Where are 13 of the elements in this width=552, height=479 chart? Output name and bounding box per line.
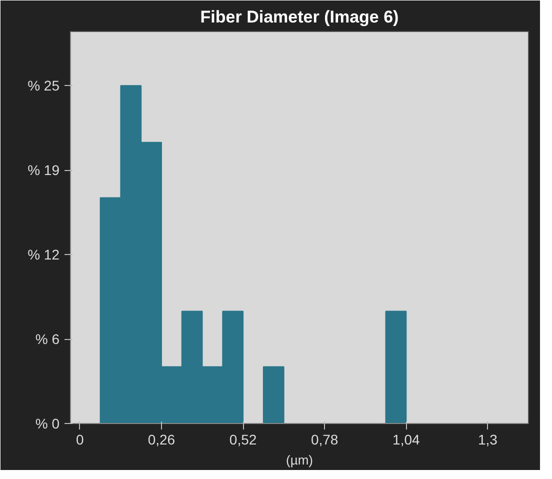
y-tick-label: % 6 bbox=[35, 331, 60, 348]
x-tick-label: 1,3 bbox=[478, 432, 498, 448]
x-axis-title: (µm) bbox=[286, 452, 313, 468]
x-tick-label: 0,26 bbox=[148, 432, 176, 448]
chart-title: Fiber Diameter (Image 6) bbox=[200, 8, 399, 26]
y-tick-label: % 0 bbox=[35, 416, 60, 432]
x-tick-label: 1,04 bbox=[392, 432, 420, 448]
y-tick-label: % 25 bbox=[28, 78, 60, 94]
y-tick-label: % 19 bbox=[28, 162, 60, 178]
y-tick-label: % 12 bbox=[28, 246, 60, 263]
x-tick-label: 0,78 bbox=[310, 432, 338, 448]
x-tick-label: 0 bbox=[76, 432, 84, 448]
x-tick-label: 0,52 bbox=[229, 432, 257, 448]
